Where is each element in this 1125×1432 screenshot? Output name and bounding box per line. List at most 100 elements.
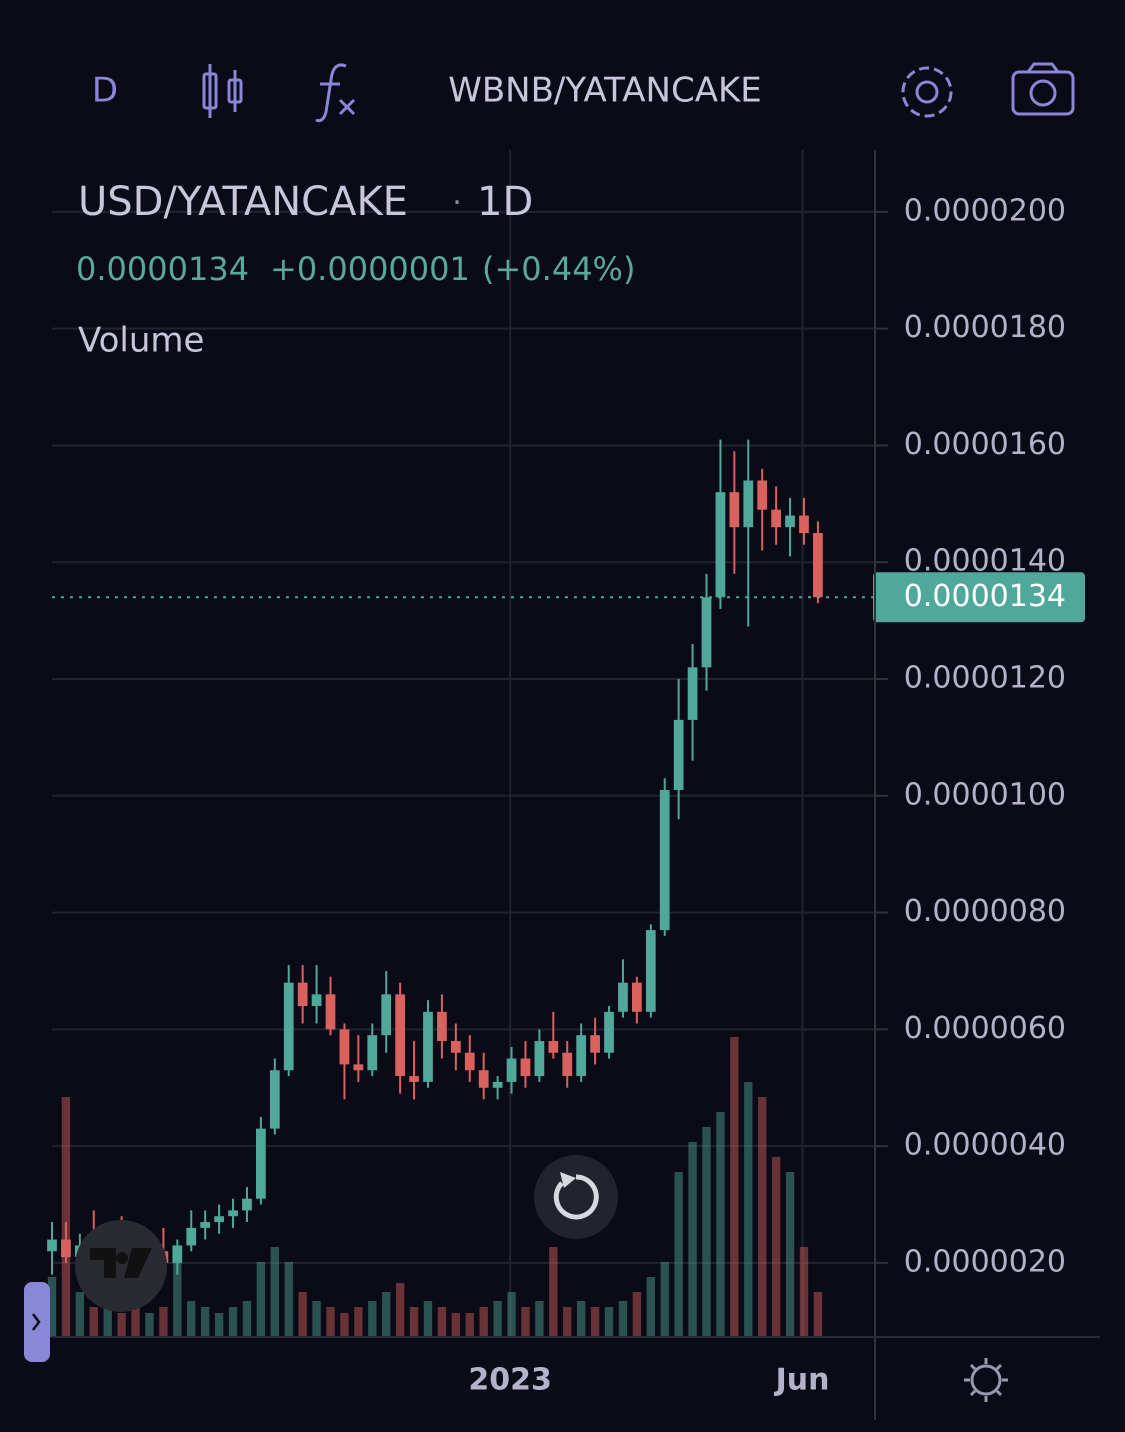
volume-bar xyxy=(47,1277,57,1337)
candle-body xyxy=(269,1070,280,1129)
sidebar-toggle[interactable] xyxy=(24,1282,50,1362)
tradingview-logo[interactable] xyxy=(75,1220,167,1312)
candle-body xyxy=(172,1245,183,1263)
time-axis-settings[interactable] xyxy=(964,1358,1008,1402)
volume-bar xyxy=(549,1247,558,1337)
volume-bar xyxy=(744,1082,753,1337)
volume-bar xyxy=(409,1307,419,1337)
screenshot-button[interactable] xyxy=(1011,62,1075,116)
volume-bar xyxy=(284,1262,293,1337)
candle-body xyxy=(715,492,726,598)
candle-body xyxy=(450,1041,461,1053)
y-tick-label: 0.0000200 xyxy=(904,193,1066,228)
volume-bar xyxy=(298,1292,307,1337)
candle-body xyxy=(409,1076,419,1082)
volume-bar xyxy=(716,1112,725,1337)
candle-body xyxy=(256,1128,266,1199)
volume-bar xyxy=(785,1172,795,1337)
candle-body xyxy=(242,1198,252,1211)
candle-body xyxy=(200,1222,211,1228)
x-tick-label: Jun xyxy=(774,1363,830,1398)
volume-bar xyxy=(507,1292,516,1337)
y-tick-label: 0.0000060 xyxy=(904,1011,1066,1046)
candle-body xyxy=(799,515,809,534)
interval-button[interactable]: D xyxy=(92,71,118,111)
volume-bar xyxy=(813,1292,823,1337)
candle-body xyxy=(562,1052,573,1077)
chart-type-button[interactable] xyxy=(202,64,243,118)
toolbar: D WBNB/YATANCAKE xyxy=(92,62,1075,123)
candle-body xyxy=(395,994,406,1077)
y-tick-label: 0.0000020 xyxy=(904,1244,1066,1279)
candle-body xyxy=(618,982,628,1012)
legend-change-pct: (+0.44%) xyxy=(482,250,635,288)
candle-body xyxy=(729,492,740,528)
reset-button[interactable] xyxy=(534,1155,618,1239)
volume-bar xyxy=(395,1283,405,1337)
volume-bar xyxy=(563,1307,572,1337)
candle-body xyxy=(381,994,392,1036)
volume-bar xyxy=(117,1313,126,1337)
volume-bar xyxy=(61,1097,71,1337)
volume-bar xyxy=(465,1313,474,1337)
volume-bar xyxy=(326,1307,335,1337)
volume-bar xyxy=(479,1307,488,1337)
volume-bar xyxy=(368,1301,377,1337)
last-price-label: 0.0000134 xyxy=(904,579,1066,614)
volume-label: Volume xyxy=(78,321,204,361)
last-price-tag xyxy=(873,572,1085,623)
candle-body xyxy=(701,597,712,668)
volume-bar xyxy=(75,1292,85,1337)
legend-symbol: USD/YATANCAKE xyxy=(78,179,408,225)
candle-body xyxy=(659,789,670,931)
candle-body xyxy=(437,1011,447,1042)
candle-body xyxy=(61,1239,71,1258)
symbol-button[interactable]: WBNB/YATANCAKE xyxy=(448,71,762,111)
y-tick-label: 0.0000100 xyxy=(904,777,1066,812)
y-tick-label: 0.0000180 xyxy=(904,310,1066,345)
candle-body xyxy=(186,1227,197,1246)
legend-interval: 1D xyxy=(477,179,533,225)
volume-bar xyxy=(604,1307,614,1337)
candle-body xyxy=(520,1058,531,1077)
candle-body xyxy=(492,1081,503,1088)
candle-body xyxy=(590,1035,600,1053)
candle-body xyxy=(228,1210,238,1217)
candle-body xyxy=(367,1035,378,1071)
indicators-button[interactable] xyxy=(315,63,356,123)
candle-body xyxy=(645,930,656,1012)
candle-body xyxy=(423,1011,433,1082)
volume-bar xyxy=(423,1301,433,1337)
volume-bar xyxy=(354,1307,363,1337)
volume-bar xyxy=(702,1127,711,1337)
volume-bar xyxy=(187,1301,196,1337)
volume-bar xyxy=(340,1313,349,1337)
volume-bar xyxy=(451,1313,461,1337)
candle-body xyxy=(673,719,684,790)
candle-body xyxy=(353,1064,364,1071)
volume-bar xyxy=(576,1301,586,1337)
candle-body xyxy=(311,994,322,1007)
volume-bar xyxy=(145,1313,154,1337)
legend-price: 0.0000134 xyxy=(76,250,249,288)
candle-body xyxy=(548,1041,559,1053)
settings-button[interactable] xyxy=(901,66,953,118)
volume-bar xyxy=(618,1301,628,1337)
volume-bar xyxy=(758,1097,767,1337)
candle-body xyxy=(534,1041,545,1077)
volume-bar xyxy=(131,1307,140,1337)
volume-bar xyxy=(214,1313,224,1337)
candle-body xyxy=(771,509,782,528)
volume-bar xyxy=(660,1262,669,1337)
volume-bar xyxy=(590,1307,600,1337)
candle-body xyxy=(813,533,823,598)
candle-body xyxy=(506,1058,517,1082)
volume-bar xyxy=(312,1301,321,1337)
candle-body xyxy=(743,480,754,528)
candle-body xyxy=(297,982,308,1007)
volume-bar xyxy=(521,1307,530,1337)
candle-body xyxy=(785,515,795,528)
y-tick-label: 0.0000160 xyxy=(904,427,1066,462)
volume-bar xyxy=(632,1292,642,1337)
